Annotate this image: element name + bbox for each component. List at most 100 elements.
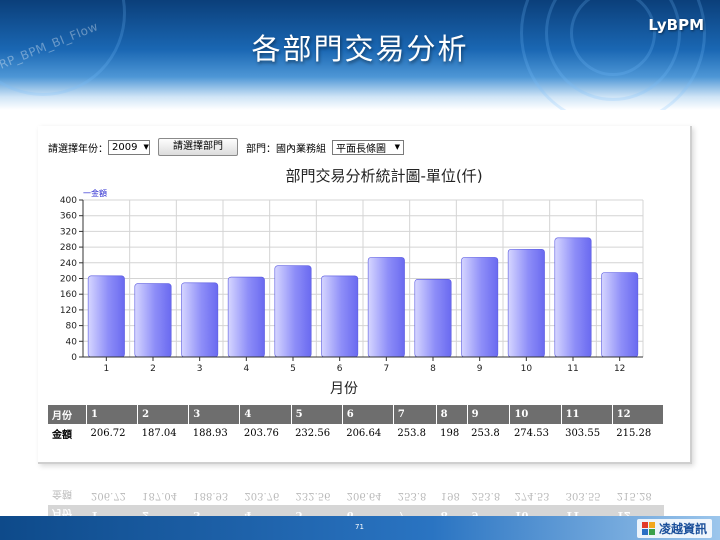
page-number: 71 xyxy=(355,523,364,531)
chart-type-select-value: 平面長條圖 xyxy=(336,143,386,155)
logo-mark-icon xyxy=(641,521,656,536)
x-tick-label: 8 xyxy=(430,364,436,374)
table-header-cell: 8 xyxy=(436,405,468,424)
bar-month-2 xyxy=(134,283,172,358)
y-tick-label: 280 xyxy=(60,243,77,253)
table-header-cell: 11 xyxy=(561,405,613,424)
x-tick-label: 9 xyxy=(477,364,483,374)
reflection-cell: 203.76 xyxy=(244,490,280,501)
x-tick-label: 1 xyxy=(103,364,109,374)
table-header-cell: 7 xyxy=(393,405,437,424)
table-header-cell: 4 xyxy=(239,405,292,424)
x-tick-label: 12 xyxy=(614,364,625,374)
brand-label: LyBPM xyxy=(648,16,704,34)
y-tick-label: 200 xyxy=(60,275,77,285)
table-cell: 206.72 xyxy=(90,428,126,439)
y-tick-label: 120 xyxy=(60,306,77,316)
table-row-label: 金額 xyxy=(52,430,72,441)
chart-type-select[interactable]: 平面長條圖 ▼ xyxy=(332,139,404,155)
filter-controls: 請選擇年份： 2009 ▼ 請選擇部門 部門：國內業務組 平面長條圖 ▼ xyxy=(48,138,404,156)
bar-month-4 xyxy=(227,276,265,358)
table-row: 金額 206.72 187.04 188.93 203.76 232.56 20… xyxy=(48,424,664,443)
select-department-button[interactable]: 請選擇部門 xyxy=(158,138,238,156)
chart-bars xyxy=(87,237,639,358)
table-cell: 232.56 xyxy=(295,428,331,439)
bar-month-11 xyxy=(554,237,592,358)
reflection-cell: 274.53 xyxy=(514,490,550,501)
table-cell: 206.64 xyxy=(346,428,382,439)
x-tick-label: 5 xyxy=(290,364,296,374)
x-tick-label: 2 xyxy=(150,364,156,374)
x-tick-label: 3 xyxy=(197,364,203,374)
table-cell: 253.8 xyxy=(471,428,500,439)
y-tick-label: 0 xyxy=(71,353,77,363)
year-select-value: 2009 xyxy=(112,141,138,153)
table-cell: 187.04 xyxy=(141,428,177,439)
table-header-cell: 9 xyxy=(467,405,511,424)
y-tick-label: 360 xyxy=(60,212,77,222)
table-cell: 253.8 xyxy=(397,428,426,439)
title-banner: ERP_BPM_BI_Flow xyxy=(0,0,720,110)
reflection-cell: 206.72 xyxy=(91,490,126,501)
x-tick-label: 6 xyxy=(337,364,343,374)
table-header-cell: 6 xyxy=(342,405,394,424)
footer-bar xyxy=(0,516,720,540)
chart-grid xyxy=(82,199,644,358)
reflection-cell: 215.28 xyxy=(616,490,652,501)
bar-month-9 xyxy=(461,257,499,358)
table-header-cell: 1 xyxy=(86,405,139,424)
reflection-cell: 303.55 xyxy=(565,490,601,501)
table-cell: 203.76 xyxy=(243,428,279,439)
bar-chart: 部門交易分析統計圖-單位(仟) 一金額 0 40 80 120 160 200 240 280… xyxy=(60,167,644,397)
table-cell: 303.55 xyxy=(565,428,601,439)
y-tick-label: 320 xyxy=(60,227,77,237)
dropdown-arrow-icon: ▼ xyxy=(394,143,400,151)
year-label: 請選擇年份： xyxy=(48,143,108,155)
reflection-cell: 金額 xyxy=(52,488,72,499)
table-header-row: 月份 1 2 3 4 5 6 7 8 9 10 11 12 xyxy=(48,405,665,424)
logo-text: 凌越資訊 xyxy=(658,522,707,536)
table-header-cell: 3 xyxy=(188,405,241,424)
bar-month-8 xyxy=(414,278,452,358)
x-tick-label: 4 xyxy=(243,364,249,374)
y-tick-label: 80 xyxy=(66,322,78,332)
year-select[interactable]: 2009 ▼ xyxy=(108,139,150,155)
reflection-cell: 253.8 xyxy=(471,490,501,501)
chart-title: 部門交易分析統計圖-單位(仟) xyxy=(285,167,482,185)
table-cell: 188.93 xyxy=(192,428,228,439)
table-header-cell: 10 xyxy=(509,405,562,424)
bar-month-6 xyxy=(321,275,359,358)
bar-month-5 xyxy=(274,265,312,358)
reflection-cell: 253.8 xyxy=(397,490,427,501)
y-tick-label: 160 xyxy=(60,290,77,300)
table-header-cell: 2 xyxy=(137,405,190,424)
x-tick-label: 10 xyxy=(521,364,533,374)
y-tick-label: 40 xyxy=(66,337,78,347)
bar-month-7 xyxy=(367,257,405,358)
department-label: 部門：國內業務組 xyxy=(246,143,326,155)
reflection-cell: 198 xyxy=(440,490,460,501)
y-tick-label: 240 xyxy=(60,259,77,269)
report-panel: 請選擇年份： 2009 ▼ 請選擇部門 部門：國內業務組 平面長條圖 ▼ 部門交… xyxy=(38,126,692,464)
table-header-cell: 12 xyxy=(612,405,665,424)
reflection-row: 金額 206.72 187.04 188.93 203.76 232.56 20… xyxy=(48,486,664,505)
table-header-cell: 月份 xyxy=(48,405,87,424)
reflection-cell: 232.56 xyxy=(295,490,331,501)
x-axis-label: 月份 xyxy=(330,381,358,397)
x-tick-label: 11 xyxy=(567,364,578,374)
table-cell: 215.28 xyxy=(616,428,652,439)
table-cell: 274.53 xyxy=(513,428,549,439)
bar-month-10 xyxy=(507,248,545,358)
data-table: 月份 1 2 3 4 5 6 7 8 9 10 11 12 金額 206.72 … xyxy=(48,405,665,443)
bar-month-1 xyxy=(87,275,125,358)
company-logo: 凌越資訊 xyxy=(636,519,712,538)
table-cell: 198 xyxy=(440,428,460,439)
y-tick-label: 400 xyxy=(60,196,77,206)
reflection-cell: 188.93 xyxy=(193,490,229,501)
reflection-cell: 187.04 xyxy=(142,490,178,501)
table-header-cell: 5 xyxy=(291,405,343,424)
x-tick-label: 7 xyxy=(383,364,389,374)
chart-legend: 一金額 xyxy=(83,188,107,198)
dropdown-arrow-icon: ▼ xyxy=(143,143,149,151)
